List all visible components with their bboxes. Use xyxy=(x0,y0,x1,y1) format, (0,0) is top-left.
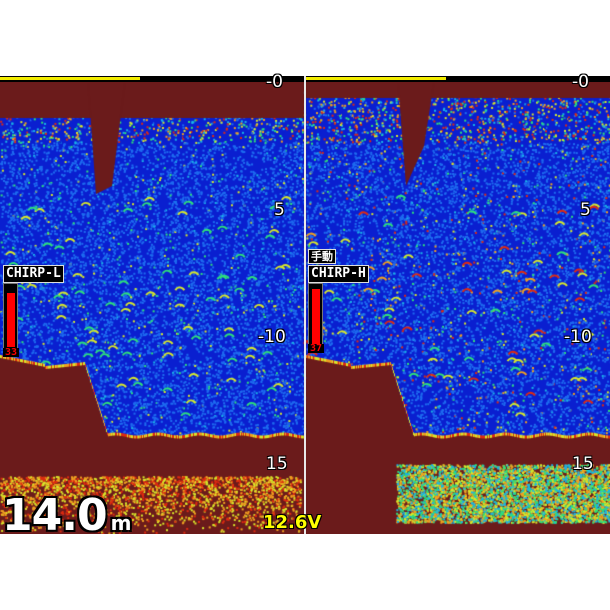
right-mode-label[interactable]: 手動 xyxy=(308,249,336,264)
depth-unit: m xyxy=(110,511,132,535)
left-depth-15: 15 xyxy=(266,454,288,474)
left-gain-value: 33 xyxy=(3,347,20,358)
left-top-bar xyxy=(0,76,304,82)
left-depth-0: -0 xyxy=(266,72,283,92)
depth-value: 14.0 xyxy=(2,490,108,541)
left-range-bar xyxy=(0,77,140,80)
right-gain-bar[interactable] xyxy=(308,283,323,349)
right-depth-15: 15 xyxy=(572,454,594,474)
left-depth-10: -10 xyxy=(258,327,286,347)
voltage-readout: 12.6V xyxy=(263,512,322,533)
right-depth-10: -10 xyxy=(564,327,592,347)
right-gain-value: 37 xyxy=(308,343,325,354)
right-depth-5: 5 xyxy=(580,200,591,220)
sonar-display: -0 5 -10 15 -0 5 -10 15 CHIRP-L 33 手動 CH… xyxy=(0,72,610,541)
right-gain-fill xyxy=(312,289,320,347)
pane-divider[interactable] xyxy=(304,76,306,534)
left-depth-5: 5 xyxy=(274,200,285,220)
left-gain-bar[interactable] xyxy=(3,283,18,349)
left-frequency-label[interactable]: CHIRP-L xyxy=(3,265,64,283)
right-depth-0: -0 xyxy=(572,72,589,92)
right-top-bar xyxy=(306,76,610,82)
right-frequency-label[interactable]: CHIRP-H xyxy=(308,265,369,283)
depth-readout: 14.0 m xyxy=(2,490,132,541)
right-range-bar xyxy=(306,77,446,80)
left-gain-fill xyxy=(7,292,15,347)
